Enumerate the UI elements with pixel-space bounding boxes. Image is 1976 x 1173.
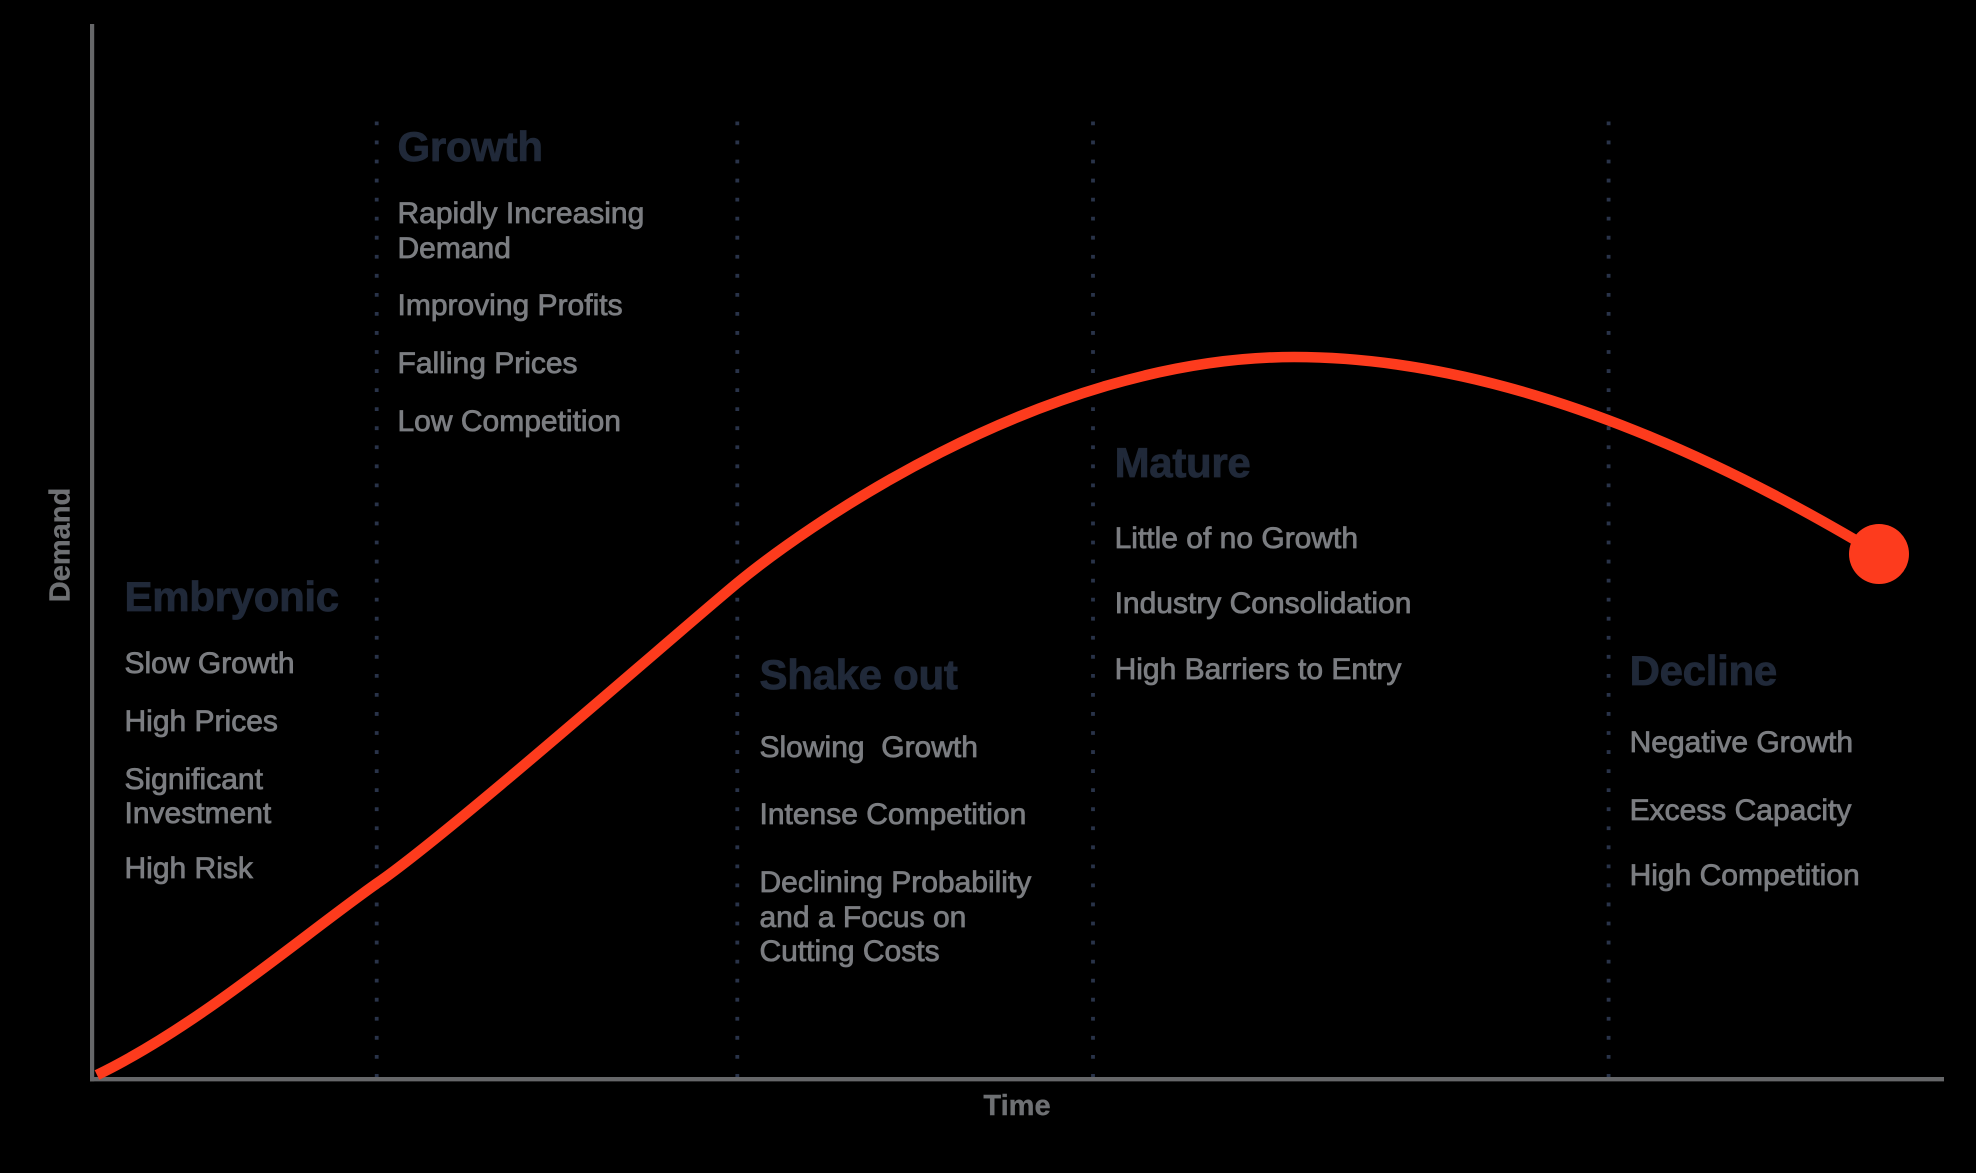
phase-title-shakeout: Shake out [759,651,958,699]
phase-item: Industry Consolidation [1114,587,1412,621]
phase-item: High Competition [1629,858,1860,892]
phase-item: Rapidly Increasing Demand [397,197,653,265]
phase-title-decline: Decline [1629,646,1777,694]
phase-item: High Risk [124,851,253,885]
phase-item: Slow Growth [124,646,295,680]
phase-item: Improving Profits [397,288,623,322]
phase-title-embryonic: Embryonic [124,573,339,621]
lifecycle-curve [94,351,1882,1080]
phase-item: Excess Capacity [1629,793,1852,827]
x-axis-label: Time [983,1089,1051,1122]
phase-item: High Barriers to Entry [1114,652,1402,686]
y-axis-label: Demand [44,487,77,603]
curve-endpoint-dot [1849,524,1909,584]
phase-item: High Prices [124,704,278,738]
phase-item: Low Competition [397,405,621,439]
phase-title-mature: Mature [1114,439,1251,487]
phase-item: Negative Growth [1629,725,1854,759]
phase-item: Falling Prices [397,347,578,381]
phase-item: Declining Probability and a Focus on Cut… [759,866,1040,969]
phase-item: Intense Competition [759,797,1027,831]
phase-title-growth: Growth [397,122,543,170]
phase-item: Significant Investment [124,762,272,831]
phase-item: Little of no Growth [1114,521,1359,555]
phase-item: Slowing Growth [759,731,978,765]
